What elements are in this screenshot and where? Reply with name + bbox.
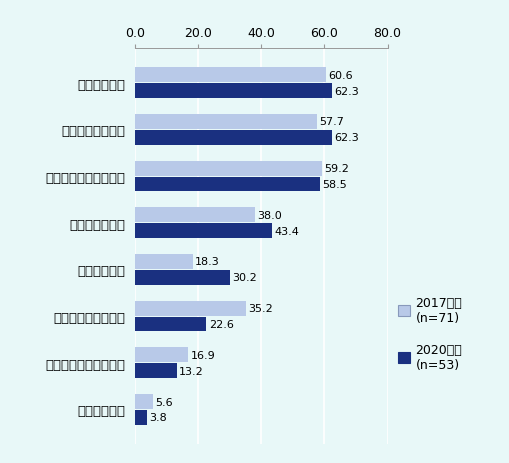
Bar (135, 224, 272, 238)
Bar (135, 363, 177, 378)
Bar (135, 255, 192, 269)
Bar (135, 115, 317, 130)
Bar (135, 208, 254, 223)
Text: 38.0: 38.0 (257, 210, 281, 220)
Text: 43.4: 43.4 (274, 226, 299, 236)
Text: 22.6: 22.6 (208, 319, 233, 329)
Bar (135, 270, 230, 285)
Text: 13.2: 13.2 (179, 366, 204, 376)
Text: 60.6: 60.6 (328, 71, 353, 81)
Bar (135, 394, 153, 409)
Bar (135, 177, 319, 192)
Text: 58.5: 58.5 (321, 180, 346, 189)
Text: 35.2: 35.2 (248, 304, 273, 313)
Bar (135, 131, 331, 145)
Text: 62.3: 62.3 (333, 87, 358, 96)
Text: 18.3: 18.3 (195, 257, 219, 267)
Bar (135, 84, 331, 99)
Bar (135, 410, 147, 425)
Bar (135, 161, 321, 176)
Bar (135, 348, 188, 363)
Text: 59.2: 59.2 (324, 164, 348, 174)
Bar (135, 68, 326, 83)
Bar (135, 317, 206, 332)
Text: 5.6: 5.6 (155, 397, 173, 407)
Text: 16.9: 16.9 (190, 350, 215, 360)
Text: 3.8: 3.8 (149, 413, 167, 422)
Text: 62.3: 62.3 (333, 133, 358, 143)
Text: 57.7: 57.7 (319, 117, 344, 127)
Legend: 2017年度
(n=71), 2020年度
(n=53): 2017年度 (n=71), 2020年度 (n=53) (397, 296, 461, 371)
Text: 30.2: 30.2 (232, 273, 257, 283)
Bar (135, 301, 246, 316)
